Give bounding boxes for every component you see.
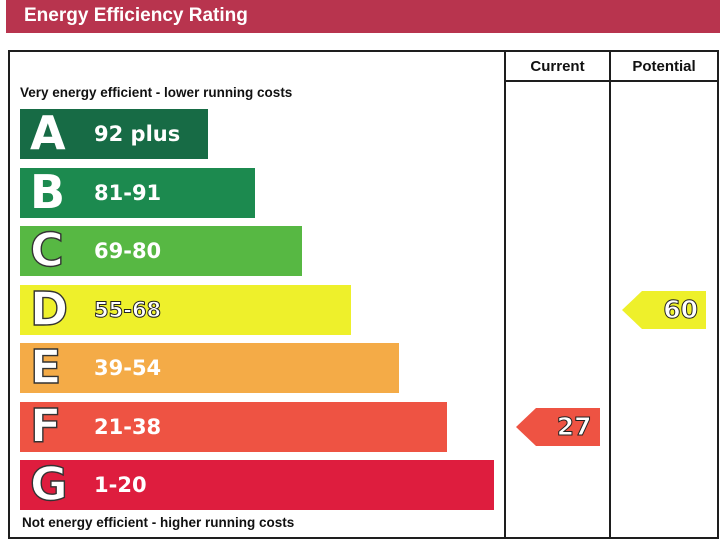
current-arrow-shape <box>515 407 600 446</box>
band-c: C 69-80 <box>20 222 302 278</box>
band-letter-c: C <box>29 222 64 277</box>
band-range-a: 92 plus <box>94 122 181 146</box>
band-range-d: 55-68 <box>93 297 162 322</box>
potential-arrow-fill <box>622 290 706 329</box>
band-g: G 1-20 <box>20 456 494 512</box>
current-rating-value: 27 <box>556 411 592 441</box>
band-letter-a: A <box>30 106 66 160</box>
band-range-b: 81-91 <box>94 180 162 205</box>
divider-potential <box>609 52 611 537</box>
potential-rating-marker: 60 <box>622 290 706 329</box>
band-b: B 81-91 <box>20 165 255 219</box>
band-f: F 21-38 <box>20 398 447 453</box>
band-range-c: 69-80 <box>94 239 162 263</box>
band-letter-g: G <box>29 456 68 511</box>
divider-current <box>504 52 506 537</box>
band-letter-f: F <box>29 398 62 453</box>
title-bar: Energy Efficiency Rating <box>6 0 720 33</box>
rating-table: Current Potential Very energy efficient … <box>8 50 719 539</box>
current-arrow-fill <box>515 407 600 446</box>
band-letter-d: D <box>29 281 69 336</box>
band-a: A 92 plus <box>20 106 208 160</box>
band-range-f: 21-38 <box>94 414 162 439</box>
bottom-caption: Not energy efficient - higher running co… <box>22 515 295 530</box>
column-header-potential: Potential <box>632 58 696 75</box>
top-caption: Very energy efficient - lower running co… <box>20 85 293 100</box>
band-letter-e: E <box>29 339 62 394</box>
band-range-e: 39-54 <box>94 356 162 380</box>
potential-arrow-shape <box>622 290 706 329</box>
chart-title: Energy Efficiency Rating <box>24 5 248 26</box>
band-range-g: 1-20 <box>94 473 147 497</box>
current-rating-marker: 27 <box>515 407 600 446</box>
band-d: D 55-68 <box>20 281 351 336</box>
header-rule <box>504 80 717 82</box>
potential-rating-value: 60 <box>663 294 699 324</box>
band-letter-b: B <box>30 164 66 219</box>
band-e: E 39-54 <box>20 339 399 395</box>
column-header-current: Current <box>530 58 585 75</box>
